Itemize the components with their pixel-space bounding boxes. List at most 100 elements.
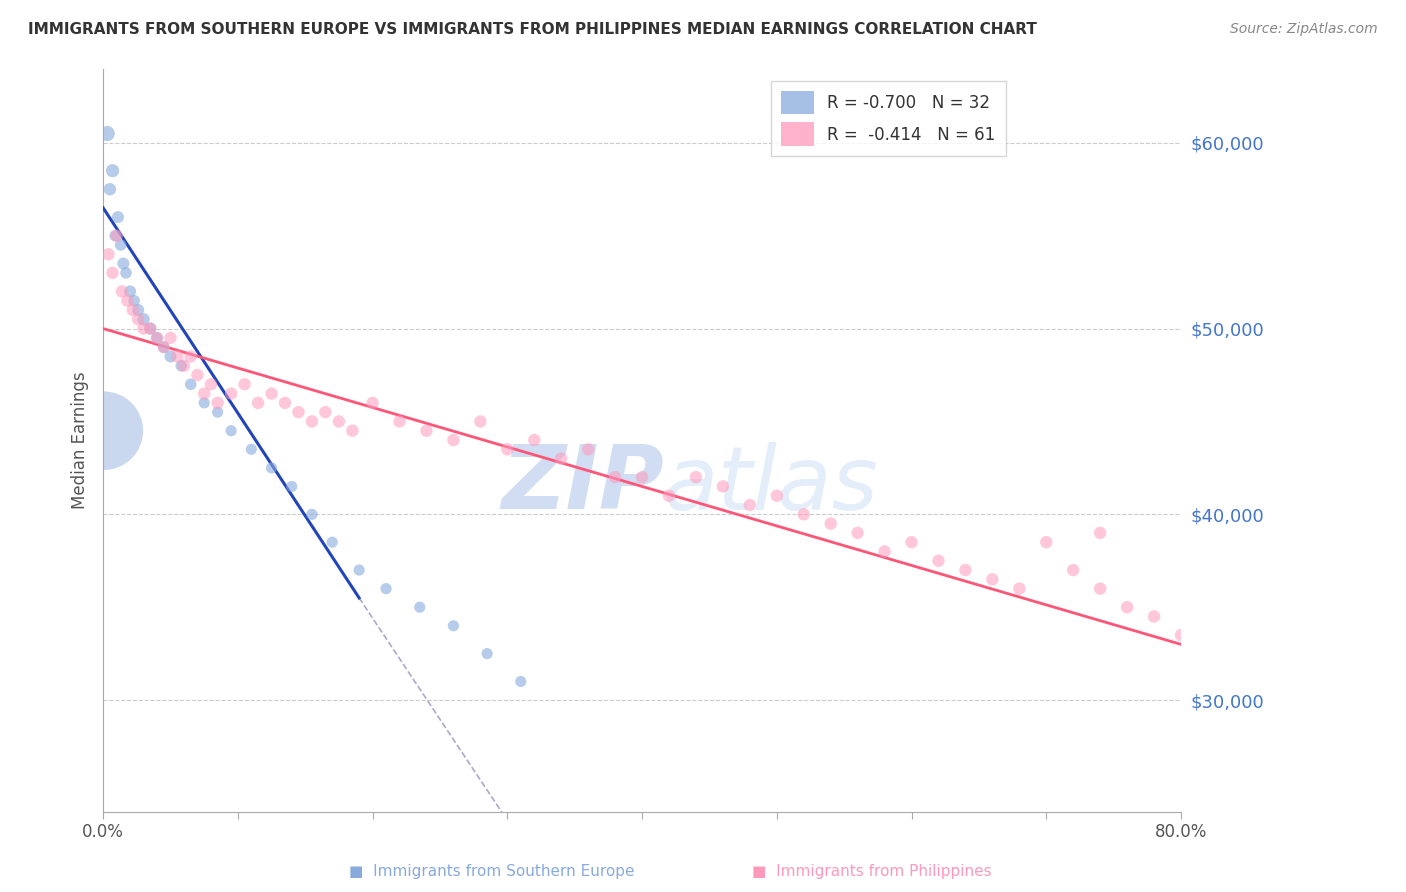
Point (927, 554, 949, 568)
Point (1116, 600, 1139, 615)
Point (127, 312, 149, 326)
Text: IMMIGRANTS FROM SOUTHERN EUROPE VS IMMIGRANTS FROM PHILIPPINES MEDIAN EARNINGS C: IMMIGRANTS FROM SOUTHERN EUROPE VS IMMIG… (28, 22, 1038, 37)
Point (139, 321, 162, 335)
Point (180, 350, 202, 364)
Point (314, 405, 336, 419)
Point (1088, 582, 1111, 596)
Point (361, 396, 384, 410)
Point (186, 368, 208, 382)
Point (342, 424, 364, 438)
Point (247, 396, 270, 410)
Legend: R = -0.700   N = 32, R =  -0.414   N = 61: R = -0.700 N = 32, R = -0.414 N = 61 (770, 80, 1005, 156)
Point (470, 414, 492, 428)
Point (523, 433, 546, 447)
Point (1143, 609, 1166, 624)
Point (375, 582, 398, 596)
Point (170, 359, 193, 373)
Point (159, 350, 181, 364)
Point (846, 525, 869, 540)
Point (765, 489, 787, 503)
Point (981, 572, 1004, 586)
Point (193, 396, 215, 410)
Point (180, 377, 202, 392)
Point (97, 247, 120, 261)
Point (260, 461, 283, 475)
Point (900, 535, 922, 549)
Point (873, 544, 896, 558)
Point (321, 535, 343, 549)
Y-axis label: Median Earnings: Median Earnings (72, 371, 89, 508)
Point (328, 414, 350, 428)
Point (347, 563, 370, 577)
Point (146, 331, 169, 345)
Point (631, 470, 654, 484)
Point (685, 470, 707, 484)
Point (1088, 525, 1111, 540)
Point (820, 516, 842, 531)
Text: atlas: atlas (664, 442, 879, 527)
Text: Source: ZipAtlas.com: Source: ZipAtlas.com (1230, 22, 1378, 37)
Point (207, 396, 229, 410)
Point (122, 293, 145, 308)
Point (107, 210, 129, 224)
Point (711, 479, 734, 493)
Point (233, 377, 256, 392)
Point (576, 442, 599, 457)
Point (207, 405, 229, 419)
Point (793, 508, 815, 522)
Point (603, 470, 626, 484)
Point (139, 321, 162, 335)
Point (955, 563, 977, 577)
Point (117, 293, 139, 308)
Point (496, 442, 519, 457)
Point (475, 647, 498, 661)
Point (152, 340, 174, 354)
Point (121, 303, 143, 318)
Point (96, 127, 118, 141)
Point (132, 312, 155, 326)
Point (281, 479, 304, 493)
Point (104, 228, 127, 243)
Text: ■  Immigrants from Philippines: ■ Immigrants from Philippines (752, 863, 991, 879)
Point (166, 350, 188, 364)
Point (98, 182, 121, 196)
Point (101, 163, 124, 178)
Point (441, 433, 464, 447)
Point (219, 386, 242, 401)
Point (132, 321, 155, 335)
Point (112, 256, 135, 270)
Point (111, 285, 134, 299)
Point (274, 396, 297, 410)
Point (287, 405, 309, 419)
Point (550, 451, 572, 466)
Point (415, 424, 437, 438)
Point (173, 359, 195, 373)
Point (388, 414, 411, 428)
Point (1035, 535, 1057, 549)
Point (152, 340, 174, 354)
Point (509, 674, 531, 689)
Point (738, 498, 761, 512)
Point (441, 619, 464, 633)
Point (101, 266, 124, 280)
Point (200, 377, 222, 392)
Point (301, 508, 323, 522)
Point (658, 489, 681, 503)
Point (105, 228, 128, 243)
Point (193, 386, 215, 401)
Point (159, 331, 181, 345)
Point (127, 303, 149, 318)
Text: ■  Immigrants from Southern Europe: ■ Immigrants from Southern Europe (349, 863, 636, 879)
Point (1062, 563, 1084, 577)
Point (409, 600, 432, 615)
Text: ZIP: ZIP (501, 442, 664, 528)
Point (1008, 582, 1031, 596)
Point (93, 424, 115, 438)
Point (120, 285, 142, 299)
Point (219, 424, 242, 438)
Point (110, 238, 132, 252)
Point (146, 331, 169, 345)
Point (260, 386, 283, 401)
Point (301, 414, 323, 428)
Point (1170, 628, 1192, 642)
